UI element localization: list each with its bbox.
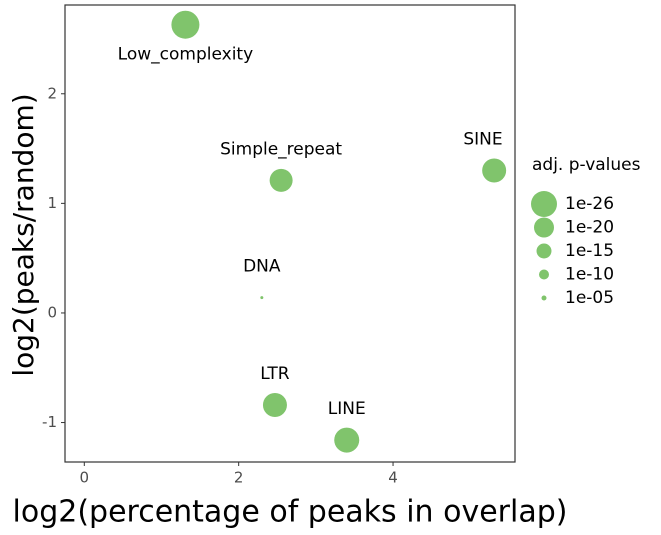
- y-tick-label: 0: [47, 303, 57, 321]
- legend-key: [536, 243, 552, 259]
- x-tick-label: 2: [234, 469, 244, 487]
- y-tick-label: -1: [42, 413, 57, 431]
- legend-key: [534, 217, 554, 238]
- point: [334, 427, 360, 453]
- legend-label: 1e-26: [565, 194, 614, 214]
- point: [269, 168, 293, 192]
- point-label: Low_complexity: [118, 45, 253, 65]
- legend-key: [539, 269, 549, 280]
- point-label: LINE: [328, 399, 366, 419]
- point-label: Simple_repeat: [220, 139, 342, 159]
- point: [260, 296, 264, 300]
- panel: [64, 4, 516, 463]
- legend-label: 1e-15: [565, 241, 614, 261]
- point: [262, 393, 287, 418]
- point: [171, 10, 200, 39]
- x-tick-label: 0: [80, 469, 90, 487]
- point: [482, 158, 507, 183]
- point-label: SINE: [463, 129, 502, 149]
- y-tick-label: 1: [47, 194, 57, 212]
- legend-label: 1e-20: [565, 218, 614, 238]
- legend-key: [541, 295, 547, 301]
- legend-title: adj. p-values: [532, 155, 641, 175]
- legend-label: 1e-10: [565, 265, 614, 285]
- point-label: LTR: [260, 364, 290, 384]
- legend-key: [531, 191, 557, 217]
- x-axis-label: log2(percentage of peaks in overlap): [13, 495, 568, 530]
- x-tick-label: 4: [388, 469, 398, 487]
- legend-label: 1e-05: [565, 288, 614, 308]
- point-label: DNA: [243, 257, 281, 277]
- y-axis-label: log2(peaks/random): [7, 93, 40, 376]
- y-tick-label: 2: [47, 84, 57, 102]
